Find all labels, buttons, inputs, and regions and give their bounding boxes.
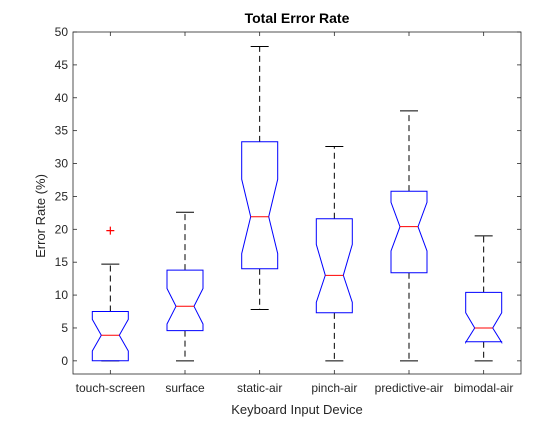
x-tick-label: surface xyxy=(165,381,205,395)
outlier-marker xyxy=(106,226,115,235)
box xyxy=(241,141,279,270)
x-axis-title: Keyboard Input Device xyxy=(231,402,363,417)
box xyxy=(315,218,353,314)
chart-title: Total Error Rate xyxy=(245,10,350,26)
x-tick-label: static-air xyxy=(237,381,282,395)
y-tick-label: 10 xyxy=(55,288,69,302)
y-tick-label: 0 xyxy=(61,354,68,368)
plot-area: 0 5 10 15 20 25 30 35 40 45 50 touch-screen surface s… xyxy=(55,25,522,395)
x-tick-label: touch-screen xyxy=(76,381,145,395)
y-tick-label: 20 xyxy=(55,222,69,236)
y-tick-label: 30 xyxy=(55,157,69,171)
x-tick-label: bimodal-air xyxy=(454,381,513,395)
box xyxy=(465,291,503,345)
x-tick-label: predictive-air xyxy=(375,381,444,395)
y-tick-label: 45 xyxy=(55,58,69,72)
y-tick-label: 35 xyxy=(55,124,69,138)
box xyxy=(166,269,204,332)
plot-frame xyxy=(72,31,522,375)
y-tick-label: 40 xyxy=(55,91,69,105)
x-tick-label: pinch-air xyxy=(311,381,357,395)
y-tick-label: 5 xyxy=(61,321,68,335)
box xyxy=(91,311,129,362)
y-tick-label: 25 xyxy=(55,189,69,203)
y-axis-title: Error Rate (%) xyxy=(33,174,48,258)
y-tick-label: 50 xyxy=(55,25,69,39)
y-tick-label: 15 xyxy=(55,255,69,269)
box xyxy=(390,190,428,274)
